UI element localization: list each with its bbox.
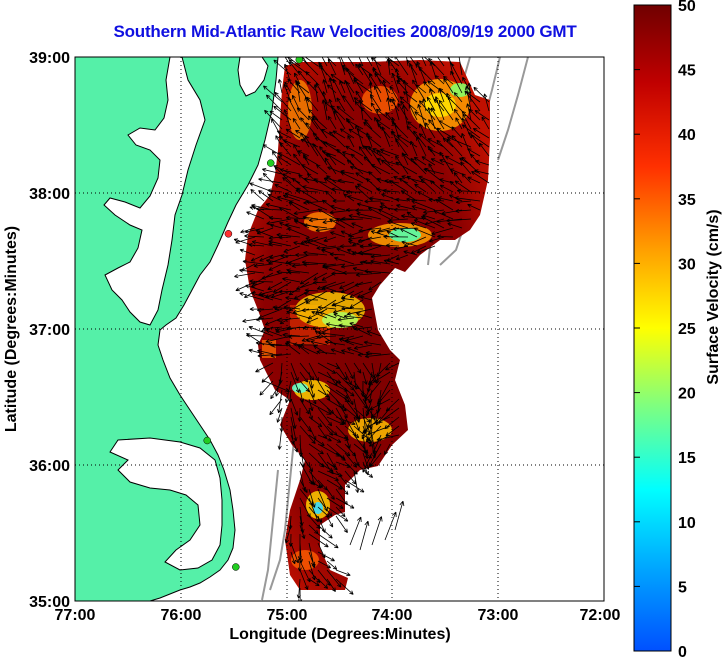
colorbar-tick-label: 15 xyxy=(678,450,696,467)
y-tick: 38:00 xyxy=(29,186,70,203)
colorbar-tick-label: 25 xyxy=(678,321,696,338)
radar-stations xyxy=(203,57,304,571)
colorbar-tick-label: 0 xyxy=(678,644,687,659)
x-axis-label: Longitude (Degrees:Minutes) xyxy=(229,626,450,643)
radar-station-marker xyxy=(295,57,304,64)
y-tick: 36:00 xyxy=(29,458,70,475)
colorbar-label: Surface Velocity (cm/s) xyxy=(705,209,722,384)
radar-station-marker xyxy=(232,563,240,571)
x-tick: 72:00 xyxy=(580,607,621,624)
x-tick: 77:00 xyxy=(55,607,96,624)
velocity-arrow-set xyxy=(233,57,490,601)
colorbar-tick-label: 45 xyxy=(678,63,696,80)
x-tick: 74:00 xyxy=(372,607,413,624)
chart-title: Southern Mid-Atlantic Raw Velocities 200… xyxy=(113,22,577,41)
colorbar-tick-label: 5 xyxy=(678,579,687,596)
radar-station-marker xyxy=(224,230,233,238)
x-tick: 75:00 xyxy=(267,607,308,624)
colorbar-tick-label: 30 xyxy=(678,256,696,273)
chesapeake-bay xyxy=(103,57,206,326)
plot-frame xyxy=(74,56,605,602)
y-tick-labels: 39:00 38:00 37:00 36:00 35:00 xyxy=(29,50,70,611)
x-tick: 73:00 xyxy=(478,607,519,624)
grid-lines xyxy=(75,57,604,601)
colorbar-tick-label: 10 xyxy=(678,515,696,532)
y-tick: 35:00 xyxy=(29,594,70,611)
radar-station-marker xyxy=(266,159,275,167)
colorbar-tick-label: 40 xyxy=(678,127,696,144)
colorbar-tick-label: 50 xyxy=(678,0,696,15)
y-axis-label: Latitude (Degrees:Minutes) xyxy=(3,226,20,432)
y-tick: 37:00 xyxy=(29,322,70,339)
y-tick: 39:00 xyxy=(29,50,70,67)
pamlico-sound xyxy=(109,437,223,571)
velocity-arrows xyxy=(233,57,490,601)
colorbar-tick-label: 20 xyxy=(678,386,696,403)
delaware-bay xyxy=(237,57,269,97)
colorbar xyxy=(633,4,672,652)
radar-station-marker xyxy=(203,436,211,445)
colorbar-tick-label: 35 xyxy=(678,192,696,209)
x-tick: 76:00 xyxy=(161,607,202,624)
x-tick-labels: 77:00 76:00 75:00 74:00 73:00 72:00 xyxy=(55,607,621,624)
